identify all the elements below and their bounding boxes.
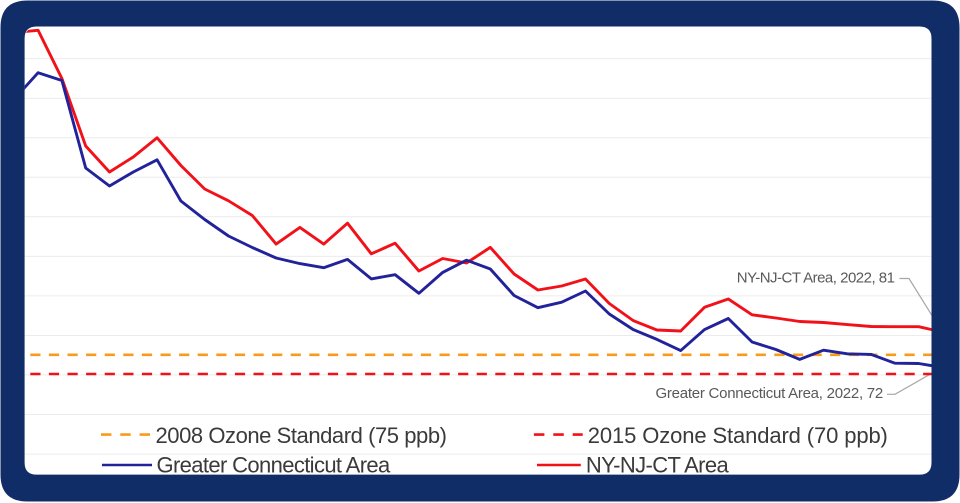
svg-text:Greater Connecticut Area, 2022: Greater Connecticut Area, 2022, 72 bbox=[656, 385, 883, 402]
svg-text:NY-NJ-CT Area: NY-NJ-CT Area bbox=[586, 453, 730, 478]
svg-text:2015 Ozone Standard (70 ppb): 2015 Ozone Standard (70 ppb) bbox=[588, 423, 888, 448]
svg-text:2008 Ozone Standard (75 ppb): 2008 Ozone Standard (75 ppb) bbox=[156, 423, 447, 448]
svg-text:Greater Connecticut Area: Greater Connecticut Area bbox=[157, 453, 392, 478]
svg-text:NY-NJ-CT Area, 2022, 81: NY-NJ-CT Area, 2022, 81 bbox=[737, 269, 895, 286]
